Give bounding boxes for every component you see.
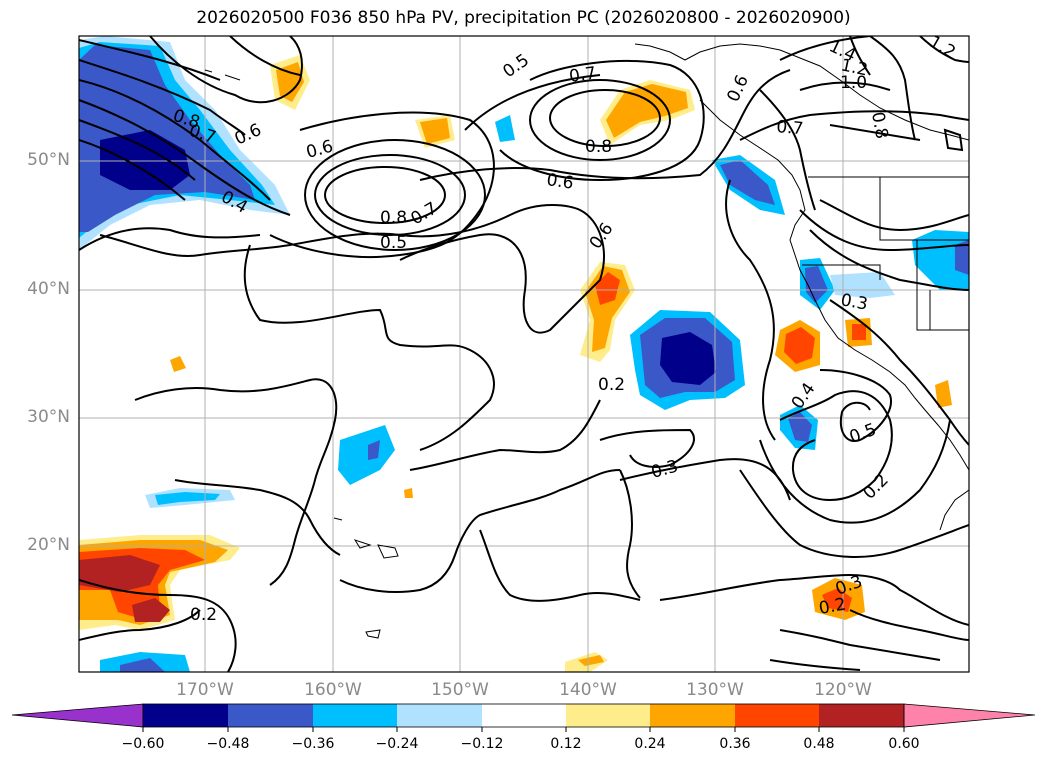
colorbar-bin bbox=[228, 704, 313, 727]
colorbar-tick-label: −0.12 bbox=[460, 736, 504, 752]
colorbar-tick-label: 0.60 bbox=[888, 736, 920, 752]
pos-anomaly bbox=[935, 380, 952, 408]
colorbar-tick-label: 0.24 bbox=[634, 736, 666, 752]
coastlines bbox=[204, 43, 969, 639]
colorbar-bin bbox=[566, 704, 650, 727]
contour-label: 0.3 bbox=[649, 457, 680, 483]
neg-anomaly bbox=[120, 658, 165, 672]
neg-anomaly bbox=[955, 240, 969, 275]
lon-label: 120°W bbox=[814, 680, 872, 700]
contour-label: 0.2 bbox=[190, 605, 217, 625]
colorbar-bin bbox=[313, 704, 397, 727]
pos-anomaly bbox=[784, 327, 815, 364]
contour-labels: 0.8 0.7 0.6 0.4 0.5 0.6 0.8 0.7 0.5 0.7 … bbox=[170, 32, 959, 625]
shaded-anomalies bbox=[79, 36, 969, 672]
contour-label: 0.6 bbox=[586, 219, 618, 253]
colorbar-bin bbox=[143, 704, 228, 727]
neg-anomaly bbox=[720, 160, 775, 205]
pos-anomaly bbox=[822, 588, 852, 612]
neg-anomaly bbox=[788, 412, 812, 442]
colorbar-bin bbox=[819, 704, 904, 727]
lat-label: 30°N bbox=[27, 407, 70, 427]
contour-label: 0.2 bbox=[817, 595, 847, 619]
pos-anomaly bbox=[404, 488, 413, 498]
lon-label: 140°W bbox=[559, 680, 617, 700]
neg-anomaly bbox=[660, 332, 716, 385]
pos-anomaly bbox=[595, 272, 620, 305]
colorbar-tick-label: 0.48 bbox=[803, 736, 835, 752]
neg-anomaly-nw bbox=[100, 130, 190, 190]
neg-anomaly bbox=[368, 440, 380, 460]
neg-anomaly bbox=[495, 115, 515, 142]
lat-label: 50°N bbox=[27, 150, 70, 170]
contour-label: 0.6 bbox=[304, 137, 335, 163]
map-title: 2026020500 F036 850 hPa PV, precipitatio… bbox=[196, 8, 851, 28]
contour-label: 0.5 bbox=[380, 233, 407, 253]
contour-label: 0.2 bbox=[598, 375, 625, 395]
pos-anomaly-sw bbox=[79, 555, 160, 592]
neg-anomaly bbox=[830, 272, 895, 298]
lon-label: 170°W bbox=[176, 680, 234, 700]
lon-label: 160°W bbox=[304, 680, 362, 700]
colorbar-bin bbox=[482, 704, 566, 727]
contour-label: 0.7 bbox=[776, 117, 805, 139]
pos-anomaly bbox=[852, 324, 866, 340]
contour-label: 0.7 bbox=[568, 63, 598, 87]
lat-label: 20°N bbox=[27, 535, 70, 555]
lon-label: 130°W bbox=[686, 680, 744, 700]
colorbar-tick-label: −0.60 bbox=[121, 736, 165, 752]
contour-label: 0.2 bbox=[859, 470, 892, 503]
colorbar-tick-label: 0.12 bbox=[550, 736, 582, 752]
neg-anomaly bbox=[170, 356, 186, 372]
contour-label: 0.6 bbox=[545, 170, 575, 194]
lat-label: 40°N bbox=[27, 279, 70, 299]
pos-anomaly-sw bbox=[132, 598, 170, 622]
contour-label: 0.3 bbox=[839, 290, 869, 314]
neg-anomaly bbox=[805, 266, 828, 303]
contour-label: 1.2 bbox=[926, 32, 959, 63]
contour-label: 0.8 bbox=[867, 110, 891, 140]
gridlines bbox=[79, 36, 969, 672]
colorbar-bin bbox=[650, 704, 735, 727]
contour-label: 0.5 bbox=[847, 420, 879, 448]
contour-label: 0.8 bbox=[585, 137, 612, 157]
contour-label: 0.6 bbox=[723, 72, 753, 105]
pv-contours bbox=[79, 36, 969, 672]
contour-label: 0.8 bbox=[380, 208, 407, 228]
pos-anomaly bbox=[606, 84, 688, 138]
colorbar-extend-max bbox=[903, 703, 1036, 728]
colorbar-tick-label: −0.48 bbox=[206, 736, 250, 752]
colorbar bbox=[11, 703, 1036, 732]
pos-anomaly bbox=[578, 655, 604, 666]
contour-label: 0.7 bbox=[408, 198, 441, 229]
colorbar-tick-label: −0.36 bbox=[291, 736, 335, 752]
lon-label: 150°W bbox=[431, 680, 489, 700]
pos-anomaly bbox=[276, 62, 304, 102]
contour-label: 1.0 bbox=[840, 73, 867, 93]
neg-anomaly bbox=[338, 425, 395, 485]
contour-label: 0.4 bbox=[788, 379, 820, 413]
colorbar-bin bbox=[735, 704, 819, 727]
colorbar-tick-label: −0.24 bbox=[375, 736, 419, 752]
colorbar-extend-min bbox=[11, 703, 144, 728]
plot-frame bbox=[78, 35, 970, 673]
contour-label: 0.5 bbox=[499, 50, 533, 82]
colorbar-bin bbox=[397, 704, 482, 727]
neg-anomaly bbox=[155, 492, 220, 505]
colorbar-tick-label: 0.36 bbox=[719, 736, 751, 752]
pos-anomaly bbox=[420, 118, 450, 144]
